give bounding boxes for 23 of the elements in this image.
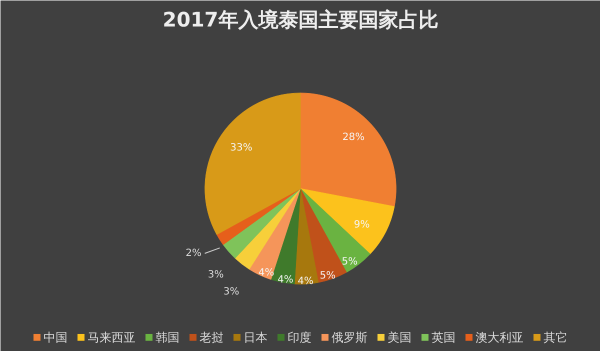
legend-label: 美国	[388, 330, 412, 344]
data-label: 4%	[298, 276, 314, 287]
legend-label: 老挝	[200, 330, 224, 344]
legend-label: 俄罗斯	[332, 330, 368, 344]
legend-label: 马来西亚	[88, 330, 136, 344]
data-label: 5%	[342, 256, 358, 268]
legend-label: 日本	[244, 330, 268, 344]
data-label: 4%	[258, 267, 274, 278]
legend-label: 澳大利亚	[476, 330, 524, 344]
data-label: 9%	[354, 219, 370, 230]
legend-label: 韩国	[156, 330, 180, 344]
legend-label: 中国	[44, 330, 68, 344]
data-label: 3%	[208, 270, 224, 281]
data-label: 2%	[186, 248, 202, 259]
data-label: 33%	[230, 142, 252, 154]
legend-label: 英国	[432, 330, 456, 344]
data-label: 28%	[342, 132, 365, 144]
legend-label: 其它	[544, 330, 568, 344]
data-label: 3%	[223, 286, 240, 298]
data-label: 5%	[320, 270, 336, 282]
data-label: 4%	[278, 274, 294, 286]
chart-title: 2017年入境泰国主要国家占比	[162, 8, 438, 32]
legend-label: 印度	[288, 330, 312, 344]
